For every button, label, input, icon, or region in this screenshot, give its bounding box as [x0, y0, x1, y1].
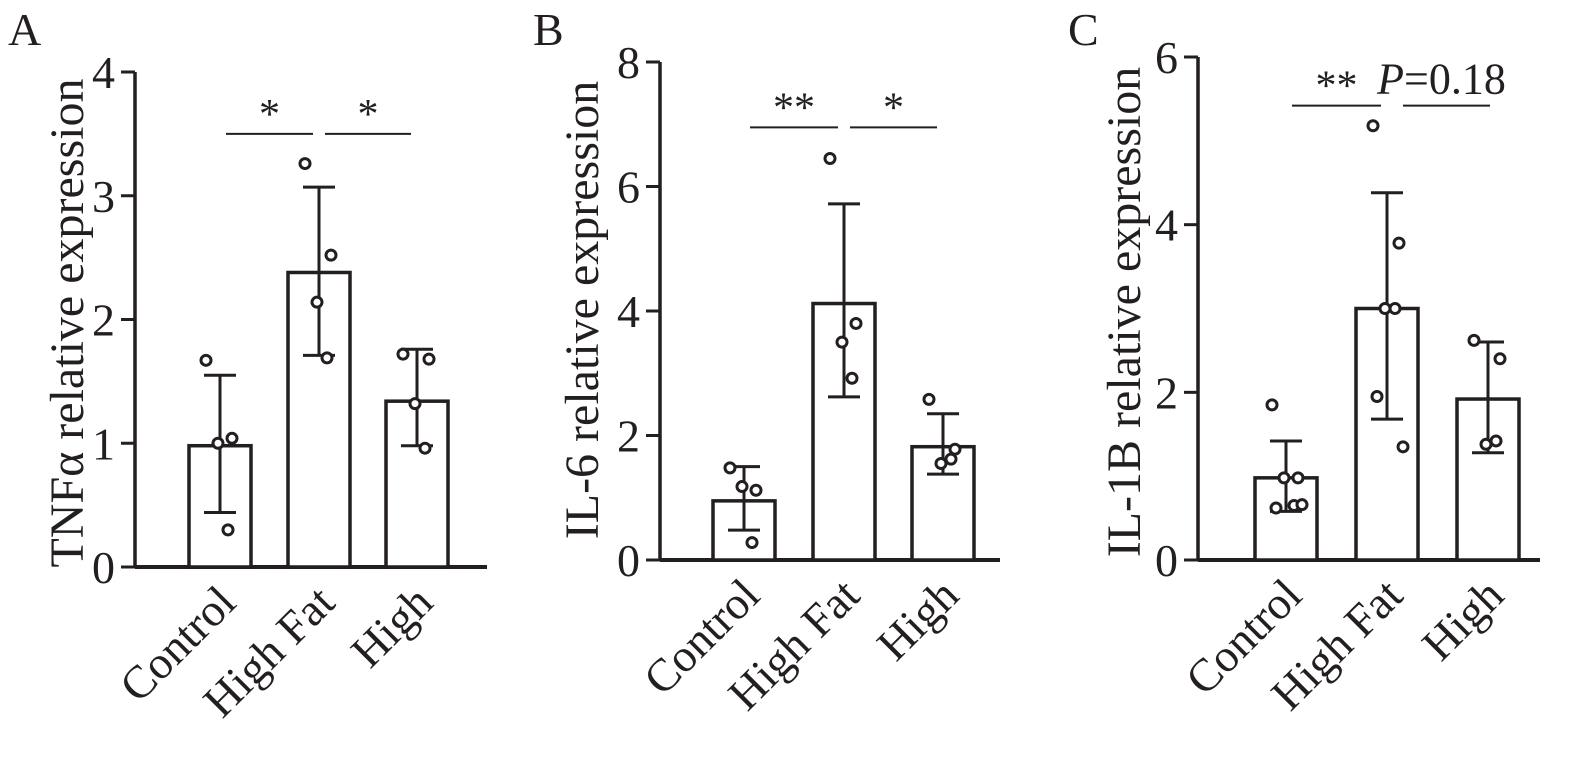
y-tick-label: 2	[92, 295, 115, 346]
data-point	[922, 392, 936, 406]
data-point	[849, 316, 863, 330]
y-tick-label: 6	[1155, 32, 1178, 83]
y-axis-label: TNFα relative expression	[41, 78, 94, 567]
panel-letter: C	[1068, 4, 1099, 55]
panel-letter: B	[533, 4, 564, 55]
data-point	[835, 335, 849, 349]
significance-label: **	[773, 85, 815, 131]
significance-label: *	[259, 92, 280, 138]
data-point	[1467, 333, 1481, 347]
data-point	[823, 151, 837, 165]
data-point	[324, 248, 338, 262]
panel-letter: A	[8, 4, 41, 55]
data-point	[1366, 119, 1380, 133]
significance-label: *	[358, 92, 379, 138]
data-point	[310, 295, 324, 309]
y-tick-label: 3	[92, 171, 115, 222]
data-point	[745, 536, 759, 550]
data-point	[320, 351, 334, 365]
data-point	[735, 480, 749, 494]
y-tick-label: 4	[617, 286, 640, 337]
data-point	[408, 397, 422, 411]
data-point	[1265, 398, 1279, 412]
category-label: High	[867, 569, 968, 670]
data-point	[418, 441, 432, 455]
data-point	[211, 436, 225, 450]
y-tick-label: 0	[617, 535, 640, 586]
category-label: High	[1412, 569, 1513, 670]
y-tick-label: 4	[1155, 200, 1178, 251]
panel-c: C IL-1B relative expression 0246ControlH…	[1068, 4, 1540, 720]
data-point	[934, 457, 948, 471]
y-tick-label: 6	[617, 162, 640, 213]
data-point	[1392, 236, 1406, 250]
data-point	[1493, 352, 1507, 366]
data-point	[1277, 471, 1291, 485]
y-tick-label: 8	[617, 37, 640, 88]
data-point	[422, 352, 436, 366]
panel-b: B IL-6 relative expression 02468ControlH…	[533, 4, 1000, 720]
data-point	[723, 461, 737, 475]
y-tick-label: 2	[617, 411, 640, 462]
bar	[286, 270, 352, 569]
data-point	[298, 157, 312, 171]
data-point	[199, 353, 213, 367]
panel-a: A TNFα relative expression 01234ControlH…	[8, 4, 487, 727]
data-point	[221, 523, 235, 537]
data-point	[396, 347, 410, 361]
significance-label: **	[1316, 64, 1358, 110]
data-point	[225, 431, 239, 445]
data-point	[1489, 434, 1503, 448]
y-tick-label: 1	[92, 418, 115, 469]
data-point	[749, 483, 763, 497]
y-tick-label: 4	[92, 47, 115, 98]
y-tick-label: 0	[92, 542, 115, 593]
data-point	[845, 371, 859, 385]
data-point	[1388, 302, 1402, 315]
category-label: High	[341, 576, 442, 677]
data-point	[1479, 437, 1493, 451]
data-point	[1291, 471, 1305, 485]
y-tick-label: 2	[1155, 367, 1178, 418]
data-point	[1295, 498, 1309, 512]
y-tick-label: 0	[1155, 535, 1178, 586]
data-point	[944, 452, 958, 466]
data-point	[1269, 501, 1283, 515]
y-axis-label: IL-1B relative expression	[1098, 67, 1151, 558]
y-axis-label: IL-6 relative expression	[556, 81, 609, 539]
bar	[910, 444, 976, 562]
p-value-label: P=0.18	[1376, 55, 1506, 104]
significance-label: *	[883, 85, 904, 131]
data-point	[1370, 390, 1384, 404]
data-point	[1396, 440, 1410, 454]
